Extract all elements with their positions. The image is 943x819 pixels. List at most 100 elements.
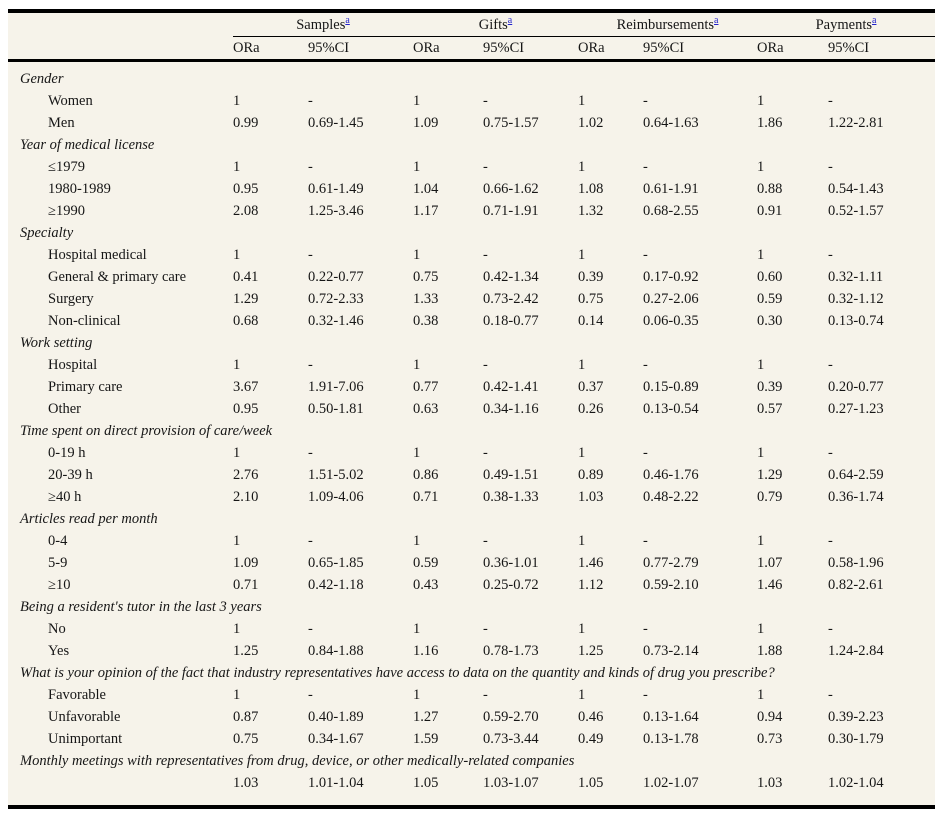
table-row-primary-care: Primary care 3.67 1.91-7.06 0.77 0.42-1.41 0.… bbox=[8, 376, 935, 398]
section-title: What is your opinion of the fact that in… bbox=[20, 665, 775, 681]
table-row-hospital: Hospital 1 - 1 - 1 - 1 - bbox=[8, 354, 935, 376]
row-label: ≤1979 bbox=[48, 159, 85, 175]
ci-value-cell: - bbox=[308, 93, 313, 109]
or-value-cell: 0.59 bbox=[757, 291, 783, 307]
ci-value-cell: 0.13-1.64 bbox=[643, 709, 699, 725]
or-value-cell: 0.37 bbox=[578, 379, 604, 395]
section-title: Time spent on direct provision of care/w… bbox=[20, 423, 273, 439]
or-value-cell: 0.75 bbox=[578, 291, 604, 307]
or-value-cell: 1.03 bbox=[233, 775, 259, 791]
or-value-cell: 1.33 bbox=[413, 291, 439, 307]
row-label: Unimportant bbox=[48, 731, 123, 747]
ci-value-cell: - bbox=[828, 93, 833, 109]
ci-value-cell: 0.17-0.92 bbox=[643, 269, 699, 285]
table-row-men: Men 0.99 0.69-1.45 1.09 0.75-1.57 1.02 0.64-1.… bbox=[8, 112, 935, 134]
ci-value-cell: - bbox=[643, 621, 648, 637]
or-value-cell: 0.94 bbox=[757, 709, 783, 725]
or-value-cell: 1.08 bbox=[578, 181, 604, 197]
section-row-specialty: Specialty bbox=[8, 222, 935, 244]
or-value-cell: 1.05 bbox=[578, 775, 604, 791]
footnote-link-samples[interactable]: a bbox=[345, 14, 350, 26]
ci-value-cell: - bbox=[483, 357, 488, 373]
or-value-cell: 1.32 bbox=[578, 203, 604, 219]
ci-value-cell: 0.34-1.67 bbox=[308, 731, 364, 747]
footnote-link-gifts[interactable]: a bbox=[507, 14, 513, 26]
corner-subcell bbox=[8, 36, 233, 62]
ci-value-cell: 0.78-1.73 bbox=[483, 643, 539, 659]
ci-header-samples: 95%CI bbox=[308, 36, 413, 62]
section-row-year-of-medical-license: Year of medical license bbox=[8, 134, 935, 156]
footnote-link-reimbursements[interactable]: a bbox=[714, 14, 719, 26]
ci-value-cell: - bbox=[308, 533, 313, 549]
ci-value-cell: 0.77-2.79 bbox=[643, 555, 699, 571]
row-label: ≥40 h bbox=[48, 489, 82, 505]
row-label: 0-19 h bbox=[48, 445, 86, 461]
row-label: Unfavorable bbox=[48, 709, 121, 725]
ci-value-cell: 0.25-0.72 bbox=[483, 577, 539, 593]
or-value-cell: 0.39 bbox=[578, 269, 604, 285]
ci-value-cell: - bbox=[308, 621, 313, 637]
table-row-surgery: Surgery 1.29 0.72-2.33 1.33 0.73-2.42 0.75 0.2… bbox=[8, 288, 935, 310]
ci-value-cell: 0.54-1.43 bbox=[828, 181, 884, 197]
ci-header-reimbursements: 95%CI bbox=[643, 36, 758, 62]
footnote-link-payments[interactable]: a bbox=[872, 14, 877, 26]
or-value-cell: 2.08 bbox=[233, 203, 259, 219]
or-value-cell: 1 bbox=[757, 621, 765, 637]
table-row-other: Other 0.95 0.50-1.81 0.63 0.34-1.16 0.26 0.13-… bbox=[8, 398, 935, 420]
ci-value-cell: - bbox=[643, 159, 648, 175]
ora-header-samples: ORa bbox=[233, 36, 308, 62]
ci-value-cell: - bbox=[643, 93, 648, 109]
ci-value-cell: 0.06-0.35 bbox=[643, 313, 699, 329]
or-value-cell: 0.49 bbox=[578, 731, 604, 747]
or-value-cell: 1 bbox=[413, 247, 421, 263]
or-value-cell: 1 bbox=[757, 247, 765, 263]
section-row-time-spent-on-direct-provision-of-care-w: Time spent on direct provision of care/w… bbox=[8, 420, 935, 442]
or-value-cell: 1.27 bbox=[413, 709, 439, 725]
or-value-cell: 1 bbox=[233, 159, 241, 175]
or-value-cell: 0.60 bbox=[757, 269, 783, 285]
ci-value-cell: 0.32-1.11 bbox=[828, 269, 884, 285]
ci-value-cell: 0.15-0.89 bbox=[643, 379, 699, 395]
or-value-cell: 1.25 bbox=[578, 643, 604, 659]
or-value-cell: 0.95 bbox=[233, 181, 259, 197]
table-row-20-39-h: 20-39 h 2.76 1.51-5.02 0.86 0.49-1.51 0.89 0.4… bbox=[8, 464, 935, 486]
ci-value-cell: 0.69-1.45 bbox=[308, 115, 364, 131]
ci-value-cell: 0.18-0.77 bbox=[483, 313, 539, 329]
ci-value-cell: 0.27-1.23 bbox=[828, 401, 884, 417]
ci-value-cell: - bbox=[483, 445, 488, 461]
row-label: Hospital medical bbox=[48, 247, 147, 263]
row-label: Primary care bbox=[48, 379, 123, 395]
or-value-cell: 0.30 bbox=[757, 313, 783, 329]
or-value-cell: 0.87 bbox=[233, 709, 259, 725]
or-value-cell: 0.89 bbox=[578, 467, 604, 483]
ci-value-cell: 0.20-0.77 bbox=[828, 379, 884, 395]
ci-value-cell: 0.64-1.63 bbox=[643, 115, 699, 131]
or-value-cell: 1 bbox=[233, 445, 241, 461]
ci-value-cell: - bbox=[483, 533, 488, 549]
or-value-cell: 0.68 bbox=[233, 313, 259, 329]
ci-value-cell: 0.59-2.70 bbox=[483, 709, 539, 725]
group-header-reimbursements: Reimbursementsa bbox=[578, 11, 758, 37]
ci-value-cell: 0.38-1.33 bbox=[483, 489, 539, 505]
table-row-favorable: Favorable 1 - 1 - 1 - 1 - bbox=[8, 684, 935, 706]
or-value-cell: 1.29 bbox=[757, 467, 783, 483]
ci-value-cell: - bbox=[308, 159, 313, 175]
row-label bbox=[8, 772, 233, 807]
ci-value-cell: 0.66-1.62 bbox=[483, 181, 539, 197]
or-value-cell: 1.59 bbox=[413, 731, 439, 747]
group-label: Reimbursements bbox=[616, 16, 715, 33]
table-row-5-9: 5-9 1.09 0.65-1.85 0.59 0.36-1.01 1.46 0.77-2.… bbox=[8, 552, 935, 574]
section-row-articles-read-per-month: Articles read per month bbox=[8, 508, 935, 530]
row-label: ≥10 bbox=[48, 577, 71, 593]
or-value-cell: 1.03 bbox=[578, 489, 604, 505]
ci-value-cell: 0.73-2.42 bbox=[483, 291, 539, 307]
or-value-cell: 1 bbox=[413, 357, 421, 373]
subheader-row: ORa 95%CI ORa 95%CI ORa 95%CI ORa 95%CI bbox=[8, 36, 936, 62]
table-row-yes: Yes 1.25 0.84-1.88 1.16 0.78-1.73 1.25 0.73-2.… bbox=[8, 640, 935, 662]
row-label: 1980-1989 bbox=[48, 181, 111, 197]
ci-value-cell: 0.82-2.61 bbox=[828, 577, 884, 593]
section-row-gender: Gender bbox=[8, 61, 935, 91]
ci-value-cell: 0.30-1.79 bbox=[828, 731, 884, 747]
ci-value-cell: - bbox=[828, 687, 833, 703]
ci-value-cell: 0.71-1.91 bbox=[483, 203, 539, 219]
